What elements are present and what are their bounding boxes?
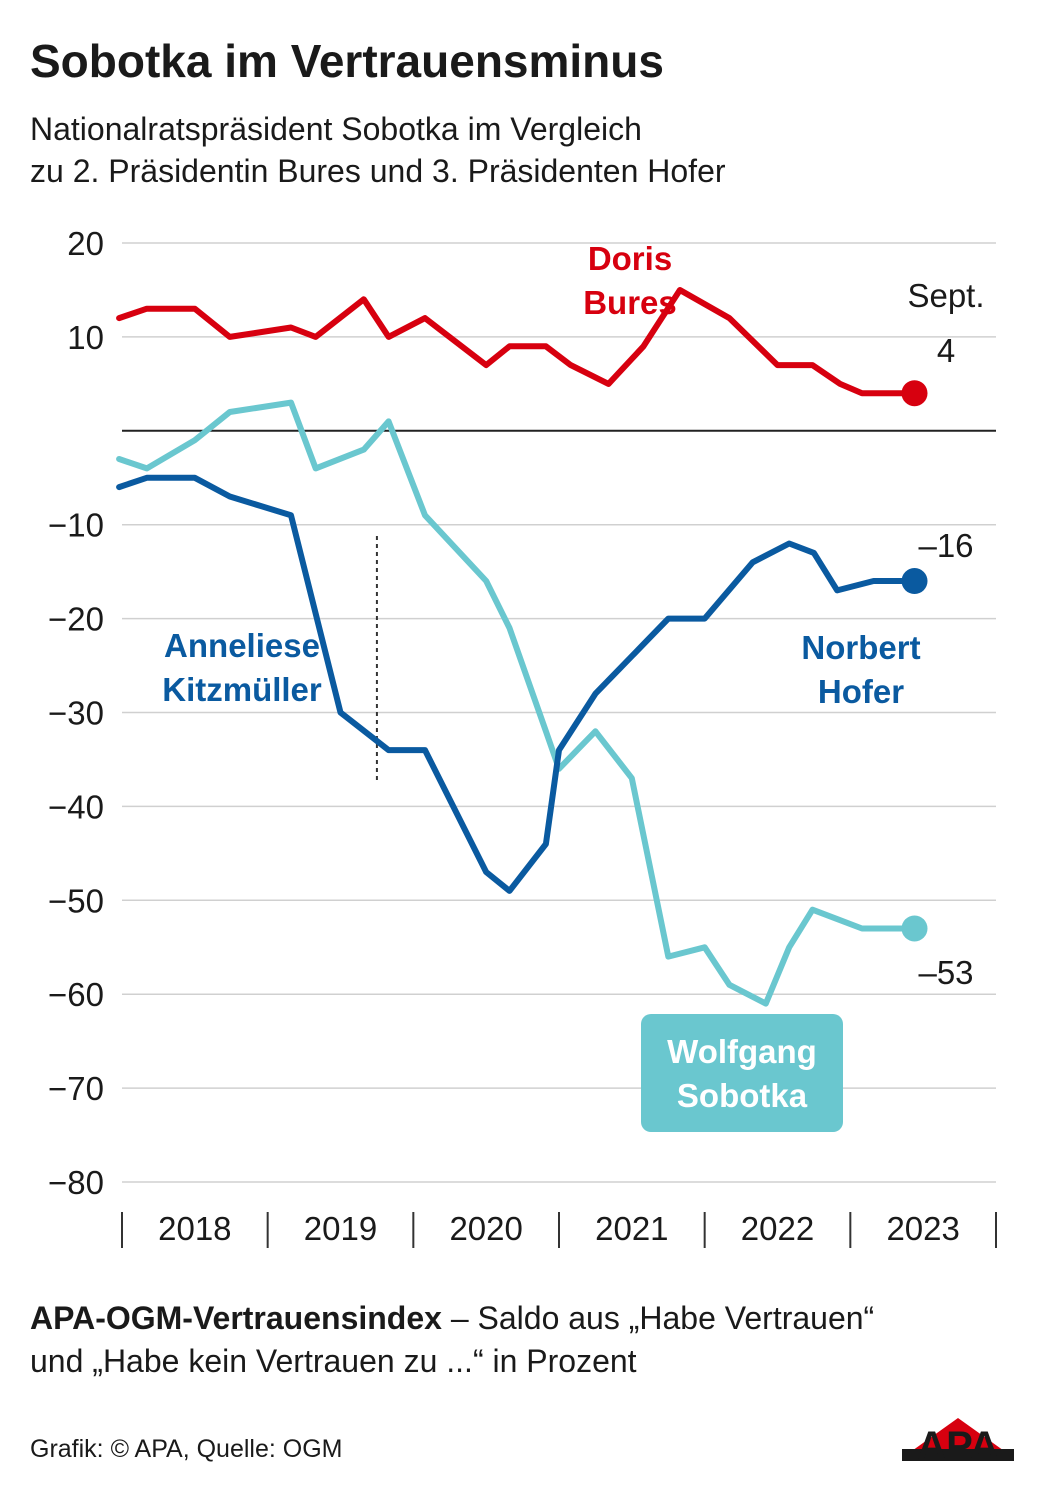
series-label-box bbox=[641, 1014, 843, 1132]
end-note: Sept. bbox=[907, 277, 984, 314]
x-tick-label: 2018 bbox=[158, 1210, 231, 1247]
y-tick-label: 10 bbox=[67, 319, 104, 356]
x-tick-label: 2021 bbox=[595, 1210, 668, 1247]
x-tick-label: 2020 bbox=[449, 1210, 522, 1247]
x-tick-label: 2019 bbox=[304, 1210, 377, 1247]
logo-text: APA bbox=[917, 1424, 998, 1466]
x-tick-label: 2022 bbox=[741, 1210, 814, 1247]
end-value-label: –16 bbox=[918, 527, 973, 564]
end-value-label: 4 bbox=[937, 332, 955, 369]
series-label: Kitzmüller bbox=[162, 671, 322, 708]
series-label: Anneliese bbox=[164, 627, 320, 664]
series-line bbox=[116, 474, 915, 894]
y-tick-label: −70 bbox=[48, 1070, 104, 1107]
footnote-line-2: und „Habe kein Vertrauen zu ...“ in Proz… bbox=[30, 1343, 637, 1379]
series-label: Sobotka bbox=[677, 1077, 808, 1114]
series-end-dot bbox=[901, 380, 928, 407]
source-credit: Grafik: © APA, Quelle: OGM bbox=[30, 1435, 343, 1463]
footnote: APA-OGM-Vertrauensindex – Saldo aus „Hab… bbox=[30, 1297, 874, 1383]
series-label: Wolfgang bbox=[667, 1033, 817, 1070]
series-label: Bures bbox=[583, 284, 677, 321]
y-tick-label: −60 bbox=[48, 976, 104, 1013]
y-tick-label: −80 bbox=[48, 1164, 104, 1201]
y-tick-label: −40 bbox=[48, 788, 104, 825]
end-value-label: –53 bbox=[918, 954, 973, 991]
y-tick-label: −50 bbox=[48, 882, 104, 919]
chart-title: Sobotka im Vertrauensminus bbox=[30, 35, 664, 87]
series-end-dot bbox=[901, 568, 928, 595]
y-tick-label: −20 bbox=[48, 601, 104, 638]
x-tick-label: 2023 bbox=[886, 1210, 959, 1247]
series-label: Norbert bbox=[801, 629, 920, 666]
y-tick-label: −30 bbox=[48, 695, 104, 732]
y-tick-label: −10 bbox=[48, 507, 104, 544]
series-end-dot bbox=[901, 915, 928, 942]
subtitle-line-1: Nationalratspräsident Sobotka im Verglei… bbox=[30, 111, 642, 147]
apa-logo: APA bbox=[902, 1418, 1014, 1466]
series-label: Doris bbox=[588, 240, 672, 277]
y-tick-label: 20 bbox=[67, 225, 104, 262]
chart-subtitle: Nationalratspräsident Sobotka im Verglei… bbox=[30, 108, 726, 192]
series-label: Hofer bbox=[818, 673, 904, 710]
subtitle-line-2: zu 2. Präsidentin Bures und 3. Präsident… bbox=[30, 153, 726, 189]
footnote-bold: APA-OGM-Vertrauensindex bbox=[30, 1300, 442, 1336]
series-line bbox=[116, 287, 915, 397]
footnote-rest: – Saldo aus „Habe Vertrauen“ bbox=[441, 1300, 875, 1336]
